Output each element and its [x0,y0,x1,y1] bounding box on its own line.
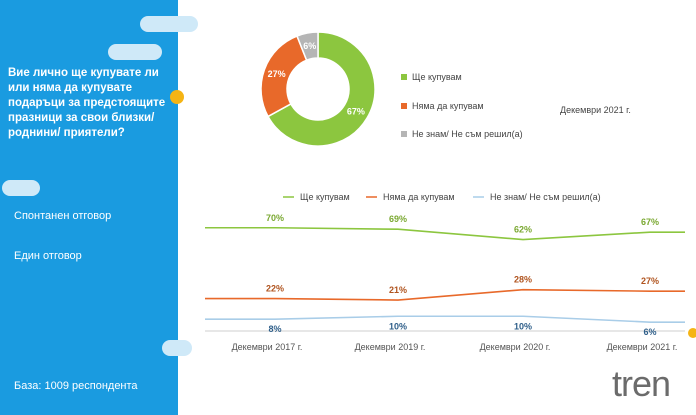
donut-label-will-buy: 67% [347,106,365,116]
x-tick-label-2020: Декември 2020 г. [480,342,551,352]
response-type-label: Спонтанен отговор [14,210,112,222]
line-legend: Ще купувам Няма да купувам Не знам/ Не с… [283,192,601,202]
line-legend-will-buy: Ще купувам [300,192,350,202]
value-label-will-buy-2020: 62% [514,225,532,235]
series-line-will-not-buy [205,288,685,301]
value-label-dont-know-2020: 10% [514,321,532,331]
x-tick-label-2021: Декември 2021 г. [607,342,678,352]
sidebar: Вие лично ще купувате ли или няма да куп… [0,0,178,415]
line-legend-will-not-buy: Няма да купувам [383,192,455,202]
value-label-will-buy-2019: 69% [389,214,407,224]
decor-dot-small [688,328,696,338]
value-label-dont-know-2017: 8% [268,324,281,334]
brand-logo: tren [612,364,671,404]
donut-slice-will-buy [267,31,376,147]
decor-pill-1 [140,16,198,32]
legend-label-will-not-buy: Няма да купувам [412,101,484,111]
decor-dot-yellow [170,90,184,104]
decor-pill-2 [108,44,162,60]
decor-pill-4 [162,340,192,356]
value-label-will-not-buy-2020: 28% [514,275,532,285]
value-label-will-not-buy-2019: 21% [389,285,407,295]
value-label-dont-know-2021: 6% [643,327,656,337]
question-text: Вие лично ще купувате ли или няма да куп… [8,67,166,139]
series-line-will-buy [205,226,685,241]
decor-pill-3 [2,180,40,196]
donut-subtitle: Декември 2021 г. [560,105,631,115]
legend-label-dont-know: Не знам/ Не съм решил(а) [412,129,523,139]
line-legend-dont-know: Не знам/ Не съм решил(а) [490,192,601,202]
donut-label-will-not-buy: 27% [268,69,286,79]
legend-swatch-will-buy [401,74,407,80]
legend-swatch-will-not-buy [401,103,407,109]
legend-swatch-dont-know [401,131,407,137]
donut-legend: Ще купувам Няма да купувам Не знам/ Не с… [401,72,523,139]
value-label-will-not-buy-2017: 22% [266,284,284,294]
series-line-dont-know [205,315,685,323]
base-label: База: 1009 респондента [14,380,138,392]
value-label-will-not-buy-2021: 27% [641,276,659,286]
donut-chart: 67% 27% 6% [260,31,376,147]
x-tick-label-2017: Декември 2017 г. [232,342,303,352]
donut-label-dont-know: 6% [303,41,316,51]
legend-label-will-buy: Ще купувам [412,72,462,82]
donut-slice-dont-know [296,31,319,62]
x-tick-label-2019: Декември 2019 г. [355,342,426,352]
answer-type-label: Един отговор [14,250,82,262]
line-chart: 70% 69% 62% 67% 22% 21% 28% 27% 8% 10% 1… [205,213,685,352]
value-label-dont-know-2019: 10% [389,321,407,331]
value-label-will-buy-2017: 70% [266,213,284,223]
value-label-will-buy-2021: 67% [641,217,659,227]
